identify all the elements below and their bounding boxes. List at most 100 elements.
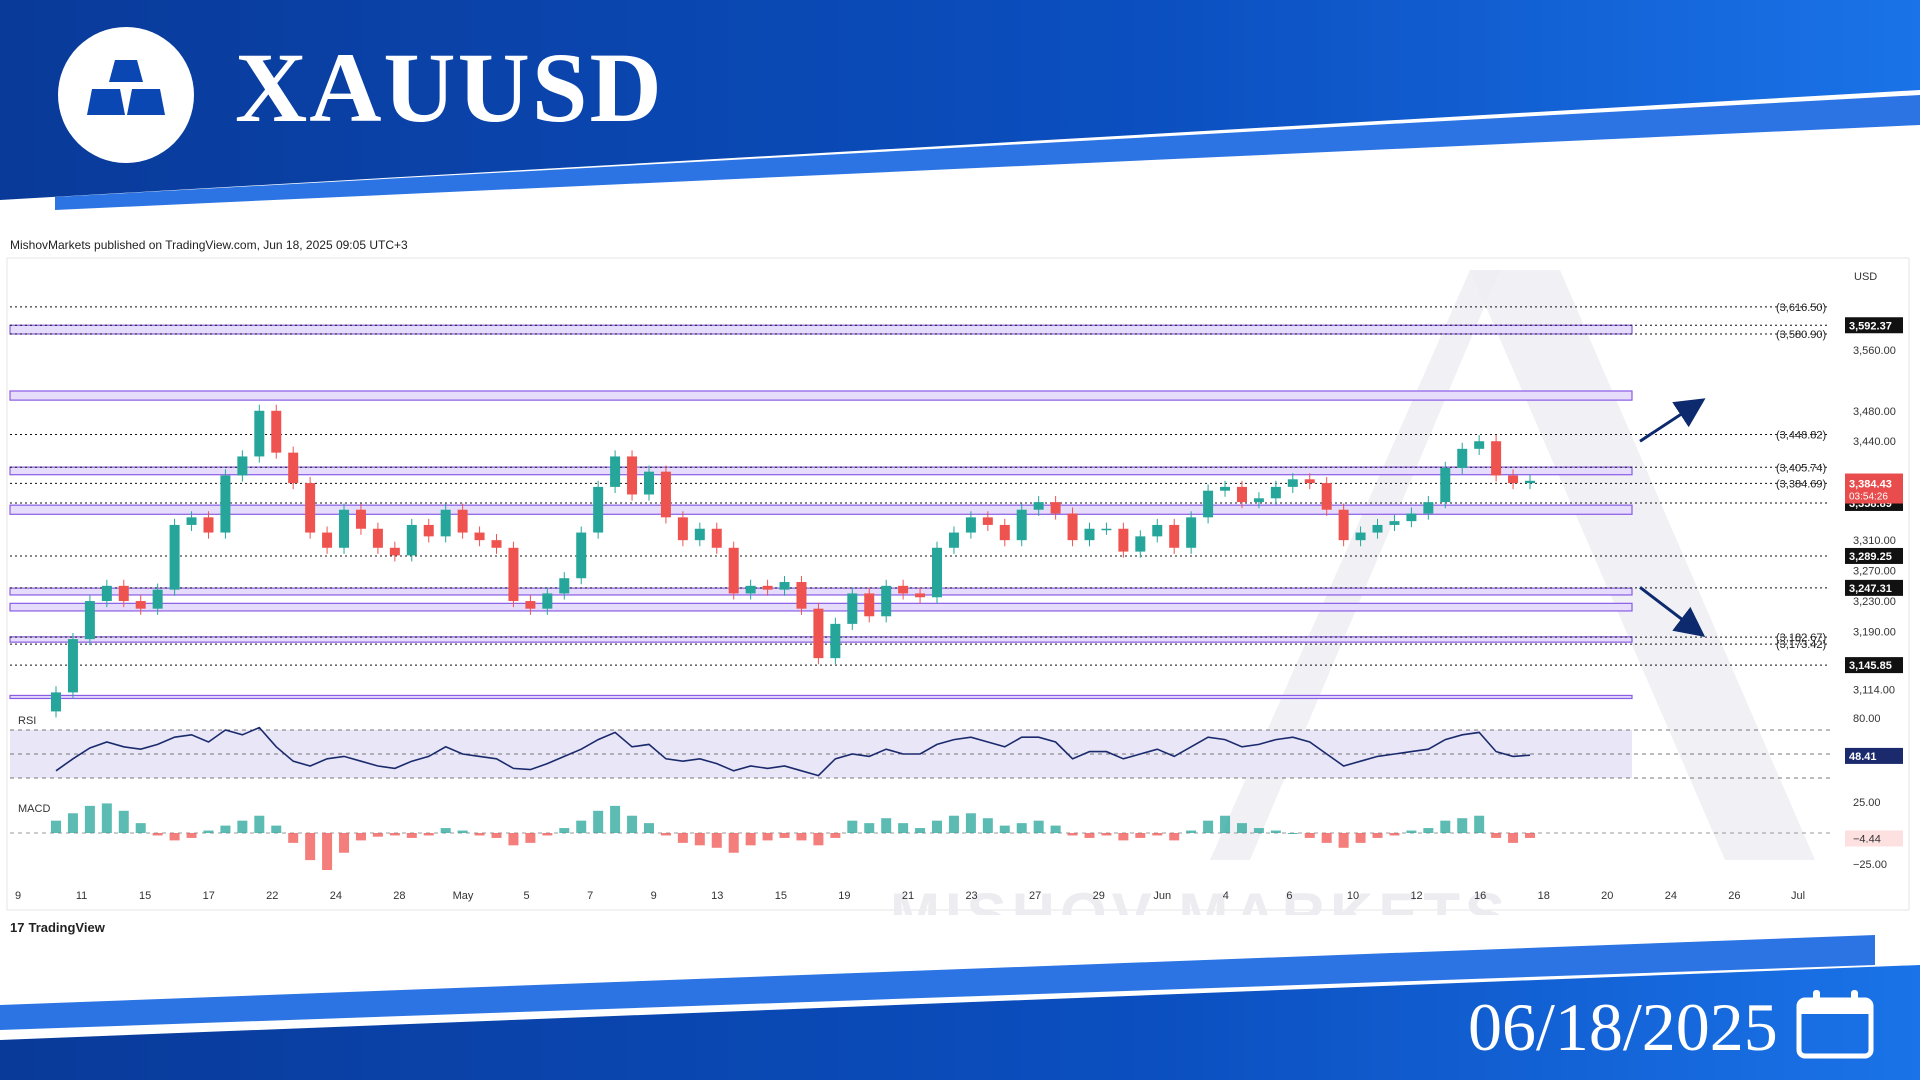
candle	[1084, 528, 1095, 541]
publish-date: 06/18/2025	[1468, 989, 1778, 1065]
macd-bar	[711, 833, 722, 848]
macd-bar	[1152, 833, 1163, 836]
candle	[1152, 524, 1163, 537]
candle	[694, 528, 705, 541]
macd-bar	[1033, 820, 1044, 833]
candle	[1101, 528, 1112, 531]
level-tag-label: 3,592.37	[1849, 320, 1892, 332]
candle	[881, 585, 892, 617]
macd-bar	[220, 825, 231, 833]
candle	[169, 524, 180, 590]
candle	[186, 517, 197, 525]
macd-bar	[1508, 833, 1519, 843]
macd-bar	[203, 830, 214, 833]
candle	[813, 608, 824, 659]
macd-bar	[677, 833, 688, 843]
x-tick-label: 7	[587, 890, 593, 902]
candle	[1287, 479, 1298, 487]
candle	[101, 585, 112, 602]
candle	[1338, 509, 1349, 541]
macd-bar	[1050, 825, 1061, 833]
x-tick-label: 13	[711, 890, 723, 902]
candle	[1423, 502, 1434, 514]
y-tick-label: 3,270.00	[1853, 566, 1896, 578]
macd-bar	[474, 833, 485, 836]
candle	[593, 486, 604, 533]
candle	[847, 593, 858, 624]
x-tick-label: 27	[1029, 890, 1041, 902]
macd-bar	[1491, 833, 1502, 838]
x-tick-label: 4	[1223, 890, 1229, 902]
x-tick-label: 10	[1347, 890, 1359, 902]
x-tick-label: 15	[139, 890, 151, 902]
macd-bar	[559, 828, 570, 833]
tradingview-label: TradingView	[28, 920, 105, 935]
candle	[1236, 486, 1247, 503]
macd-bar	[508, 833, 519, 846]
rsi-tick-label: 80.00	[1853, 713, 1881, 725]
macd-bar	[1338, 833, 1349, 848]
candle	[932, 547, 943, 598]
zone-band	[9, 587, 1633, 596]
candle	[576, 532, 587, 579]
macd-bar	[1287, 833, 1298, 834]
macd-bar	[389, 833, 400, 836]
x-tick-label: 22	[266, 890, 278, 902]
level-tag-label: 3,289.25	[1849, 551, 1892, 563]
candle	[711, 528, 722, 548]
tradingview-logo: 17 TradingView	[10, 920, 105, 935]
level-label: (3,384.69)	[1776, 478, 1826, 490]
watermark-logo	[1470, 270, 1815, 860]
zone-band	[9, 324, 1633, 335]
candle	[1440, 467, 1451, 503]
x-tick-label: 9	[651, 890, 657, 902]
top-banner	[0, 0, 1920, 210]
x-tick-label: 23	[965, 890, 977, 902]
y-tick-label: 3,560.00	[1853, 345, 1896, 357]
macd-bar	[999, 825, 1010, 833]
rsi-value-tag	[1845, 747, 1903, 764]
x-tick-label: 9	[15, 890, 21, 902]
candle	[406, 524, 417, 556]
macd-bar	[1440, 820, 1451, 833]
candle	[542, 593, 553, 609]
candle	[1253, 498, 1264, 503]
macd-bar	[1423, 828, 1434, 833]
macd-bar	[1355, 833, 1366, 843]
macd-bar	[1304, 833, 1315, 838]
current-price-tag	[1845, 473, 1903, 504]
y-tick-label: 3,190.00	[1853, 627, 1896, 639]
y-tick-label: 3,480.00	[1853, 406, 1896, 418]
x-tick-label: 24	[1665, 890, 1677, 902]
level-label: (3,448.82)	[1776, 430, 1826, 442]
candle	[1474, 441, 1485, 449]
candle	[1203, 490, 1214, 518]
macd-bar	[1389, 833, 1400, 836]
candle	[1304, 479, 1315, 484]
candle	[288, 452, 299, 484]
macd-bar	[423, 833, 434, 836]
x-tick-label: 11	[76, 890, 87, 902]
candle	[1491, 441, 1502, 476]
macd-bar	[1474, 815, 1485, 833]
macd-bar	[576, 820, 587, 833]
macd-bar	[1203, 820, 1214, 833]
macd-bar	[948, 815, 959, 833]
macd-bar	[745, 833, 756, 846]
x-tick-label: 28	[393, 890, 405, 902]
macd-bar	[660, 833, 671, 836]
candle	[1389, 521, 1400, 525]
macd-bar	[1084, 833, 1095, 838]
countdown-label: 03:54:26	[1849, 492, 1888, 503]
currency-label: USD	[1854, 271, 1877, 283]
x-tick-label: 17	[203, 890, 215, 902]
candle	[1186, 517, 1197, 548]
candle	[474, 532, 485, 541]
bottom-banner	[0, 935, 1920, 1080]
candle	[51, 692, 61, 712]
mishov-logo	[58, 27, 194, 163]
macd-bar	[339, 833, 350, 853]
candle	[999, 524, 1010, 541]
macd-bar	[1236, 823, 1247, 833]
candle	[254, 410, 265, 457]
